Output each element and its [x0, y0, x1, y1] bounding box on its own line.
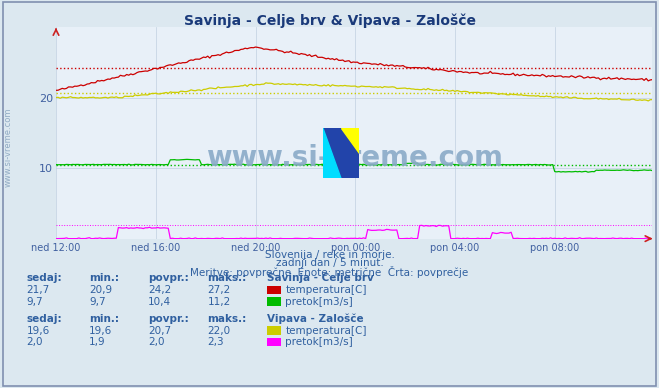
Text: sedaj:: sedaj:: [26, 273, 62, 283]
Text: 2,0: 2,0: [26, 337, 43, 347]
Text: pretok[m3/s]: pretok[m3/s]: [285, 296, 353, 307]
Text: min.:: min.:: [89, 273, 119, 283]
Text: Savinja - Celje brv & Vipava - Zalošče: Savinja - Celje brv & Vipava - Zalošče: [183, 14, 476, 28]
Text: 2,3: 2,3: [208, 337, 224, 347]
Text: Vipava - Zalošče: Vipava - Zalošče: [267, 314, 364, 324]
Text: 24,2: 24,2: [148, 285, 171, 295]
Text: temperatura[C]: temperatura[C]: [285, 326, 367, 336]
Text: min.:: min.:: [89, 314, 119, 324]
Text: Savinja - Celje brv: Savinja - Celje brv: [267, 273, 374, 283]
Text: povpr.:: povpr.:: [148, 314, 189, 324]
Text: sedaj:: sedaj:: [26, 314, 62, 324]
Text: 11,2: 11,2: [208, 296, 231, 307]
Text: 21,7: 21,7: [26, 285, 49, 295]
Text: www.si-vreme.com: www.si-vreme.com: [3, 108, 13, 187]
Text: 1,9: 1,9: [89, 337, 105, 347]
Polygon shape: [323, 128, 341, 178]
Text: 19,6: 19,6: [26, 326, 49, 336]
Text: Slovenija / reke in morje.: Slovenija / reke in morje.: [264, 250, 395, 260]
Text: maks.:: maks.:: [208, 273, 247, 283]
Text: 9,7: 9,7: [89, 296, 105, 307]
Text: 27,2: 27,2: [208, 285, 231, 295]
Text: 20,9: 20,9: [89, 285, 112, 295]
Text: 19,6: 19,6: [89, 326, 112, 336]
Text: pretok[m3/s]: pretok[m3/s]: [285, 337, 353, 347]
Polygon shape: [341, 128, 359, 153]
Text: povpr.:: povpr.:: [148, 273, 189, 283]
Text: 10,4: 10,4: [148, 296, 171, 307]
Text: 20,7: 20,7: [148, 326, 171, 336]
Text: 22,0: 22,0: [208, 326, 231, 336]
Text: 2,0: 2,0: [148, 337, 165, 347]
Text: maks.:: maks.:: [208, 314, 247, 324]
Text: www.si-vreme.com: www.si-vreme.com: [206, 144, 503, 172]
Text: zadnji dan / 5 minut.: zadnji dan / 5 minut.: [275, 258, 384, 268]
Text: Meritve: povprečne  Enote: metrične  Črta: povprečje: Meritve: povprečne Enote: metrične Črta:…: [190, 266, 469, 278]
Text: temperatura[C]: temperatura[C]: [285, 285, 367, 295]
Text: 9,7: 9,7: [26, 296, 43, 307]
